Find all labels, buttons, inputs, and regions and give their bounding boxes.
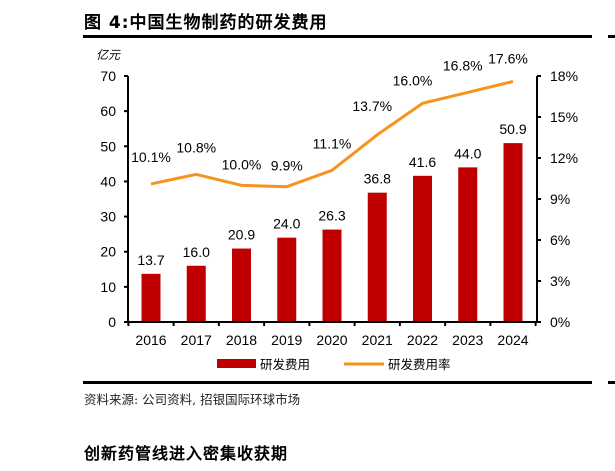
left-y-tick: 0 bbox=[108, 314, 116, 330]
x-tick-label: 2020 bbox=[316, 332, 347, 348]
x-tick-label: 2016 bbox=[135, 332, 166, 348]
bar-2021 bbox=[367, 192, 387, 322]
legend-line-label: 研发费用率 bbox=[388, 357, 451, 372]
bottom-rule bbox=[83, 381, 592, 384]
right-y-tick: 12% bbox=[550, 150, 578, 166]
bar-2022 bbox=[413, 175, 432, 322]
line-label: 17.6% bbox=[488, 50, 528, 66]
line-label: 9.9% bbox=[271, 158, 303, 174]
bar-label: 13.7 bbox=[137, 252, 164, 268]
bar-value-labels: 13.7 16.0 20.9 24.0 26.3 36.8 41.6 44.0 50.9 bbox=[137, 121, 526, 268]
bar-2024 bbox=[503, 143, 523, 322]
line-label: 11.1% bbox=[313, 135, 352, 151]
figure-title: 图 4:中国生物制药的研发费用 bbox=[84, 13, 328, 33]
legend-bar-swatch bbox=[217, 359, 256, 368]
bar-label: 44.0 bbox=[454, 145, 481, 161]
line-label: 16.0% bbox=[393, 72, 433, 88]
right-y-tick: 3% bbox=[550, 273, 570, 289]
left-y-tick: 40 bbox=[100, 173, 116, 189]
title-underline bbox=[83, 35, 592, 38]
title-underline-fragment bbox=[608, 35, 615, 38]
bar-label: 24.0 bbox=[273, 216, 300, 232]
left-axis-unit-label: 亿元 bbox=[96, 48, 121, 62]
line-label: 10.8% bbox=[176, 139, 216, 155]
left-y-tick: 70 bbox=[100, 68, 116, 84]
bottom-rule-fragment bbox=[608, 381, 615, 384]
line-label: 13.7% bbox=[352, 98, 392, 114]
bar-series-rd-expense bbox=[141, 143, 523, 322]
x-tick-label: 2024 bbox=[497, 332, 528, 348]
source-note: 资料来源: 公司资料, 招银国际环球市场 bbox=[84, 392, 301, 407]
bar-label: 26.3 bbox=[318, 208, 345, 224]
section-heading: 创新药管线进入密集收获期 bbox=[84, 444, 289, 463]
x-tick-label: 2018 bbox=[226, 332, 257, 348]
bar-2017 bbox=[186, 265, 206, 322]
left-y-tick: 20 bbox=[100, 244, 116, 260]
bar-label: 50.9 bbox=[499, 121, 526, 137]
legend-bar-label: 研发费用 bbox=[260, 357, 310, 372]
line-label: 10.1% bbox=[131, 149, 171, 165]
bar-2018 bbox=[232, 248, 251, 322]
line-value-labels: 10.1% 10.8% 10.0% 9.9% 11.1% 13.7%16.0% 16.8% 1… bbox=[131, 50, 528, 173]
left-y-tick: 50 bbox=[100, 138, 116, 154]
right-y-tick: 9% bbox=[550, 191, 570, 207]
x-tick-label: 2022 bbox=[407, 332, 438, 348]
line-series-rd-ratio bbox=[150, 80, 514, 189]
chart-legend: 研发费用 研发费用率 bbox=[217, 357, 451, 372]
bar-label: 20.9 bbox=[228, 227, 255, 243]
x-tick-label: 2023 bbox=[452, 332, 483, 348]
left-y-tick: 60 bbox=[100, 103, 116, 119]
right-y-tick: 6% bbox=[550, 232, 570, 248]
bar-label: 36.8 bbox=[364, 171, 391, 187]
left-y-tick: 30 bbox=[100, 209, 116, 225]
bar-2019 bbox=[277, 237, 297, 322]
bar-label: 16.0 bbox=[183, 244, 210, 260]
x-tick-label: 2019 bbox=[271, 332, 302, 348]
chart-axes: 0 10 20 30 40 50 60 70 0% 3% 6% 9% 12% 15% 18% 2016 2017… bbox=[100, 68, 578, 348]
bar-2020 bbox=[322, 229, 342, 322]
line-label: 10.0% bbox=[222, 156, 262, 172]
bar-2023 bbox=[458, 167, 478, 322]
line-label: 16.8% bbox=[443, 57, 483, 73]
right-y-tick: 15% bbox=[550, 109, 578, 125]
x-tick-label: 2017 bbox=[181, 332, 212, 348]
right-y-tick: 0% bbox=[550, 314, 570, 330]
bar-label: 41.6 bbox=[409, 154, 436, 170]
right-y-tick: 18% bbox=[550, 68, 578, 84]
bar-2016 bbox=[141, 273, 161, 322]
rd-expense-chart: 13.7 16.0 20.9 24.0 26.3 36.8 41.6 44.0 50.9 10.… bbox=[100, 50, 578, 372]
left-y-tick: 10 bbox=[100, 279, 116, 295]
x-tick-label: 2021 bbox=[362, 332, 393, 348]
